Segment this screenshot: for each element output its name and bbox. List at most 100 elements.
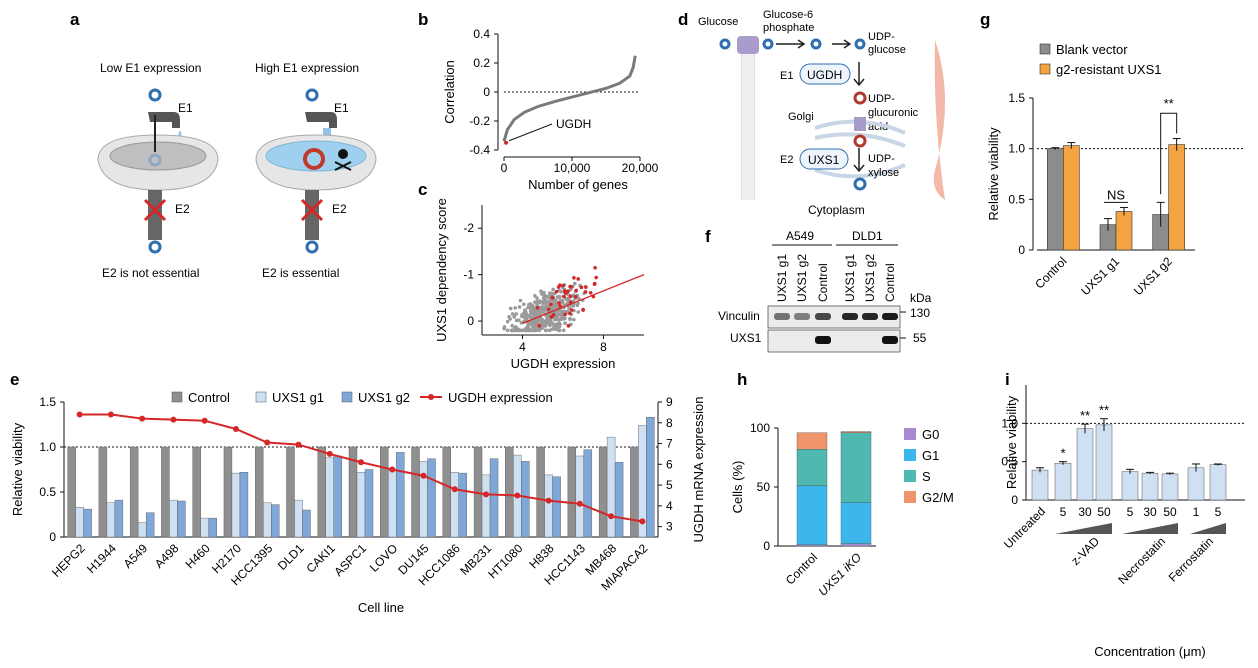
- e-bar-0: [598, 446, 608, 538]
- e-y-label-right: UGDH mRNA expression: [691, 397, 706, 543]
- c-grey-point: [545, 294, 549, 299]
- right-e1-label: E1: [334, 101, 349, 115]
- udp-glucuronic-acid-icon: [853, 91, 867, 105]
- c-grey-point: [535, 299, 540, 304]
- glucose-transporter-icon: [737, 36, 759, 54]
- udp-gluc-line2: glucuronic: [868, 107, 919, 119]
- h-y-label: Cells (%): [730, 461, 745, 514]
- c-grey-point: [572, 281, 577, 286]
- cytoplasm-label: Cytoplasm: [808, 203, 865, 217]
- g-category-label: UXS1 g2: [1131, 254, 1175, 298]
- c-grey-point: [531, 325, 535, 329]
- uxs1-mw: 55: [913, 331, 927, 345]
- c-red-point: [568, 311, 572, 316]
- panel-b-chart: -0.4 -0.2 0 0.2 0.4 0 10,000 20,000 UGDH Number o…: [442, 27, 659, 192]
- e-bar-2: [333, 455, 342, 538]
- c-grey-point: [546, 299, 550, 304]
- cell-membrane: [737, 36, 759, 200]
- arrow-icon-3: [853, 62, 865, 87]
- h-bar-segment-2: [796, 449, 828, 487]
- i-concentration-label: 50: [1097, 505, 1111, 519]
- e-ugdh-point: [639, 518, 646, 525]
- e-bar-0: [129, 446, 139, 538]
- blot-lane-label: Control: [816, 263, 830, 302]
- e-ugdh-point: [170, 416, 177, 423]
- c-grey-point: [560, 315, 564, 319]
- c-grey-point: [554, 309, 559, 314]
- c-grey-point: [553, 327, 558, 331]
- e-bar-2: [396, 452, 405, 538]
- h-legend-label: G0: [922, 427, 939, 442]
- c-grey-point: [517, 318, 521, 322]
- e-bar-2: [271, 504, 280, 538]
- e-bar-0: [411, 446, 420, 538]
- c-red-point: [576, 277, 580, 281]
- e1-label: E1: [780, 70, 793, 82]
- c-y-tick-label: -1: [463, 268, 474, 282]
- c-y-tick-label: 0: [467, 314, 474, 328]
- g-sig-label: **: [1164, 96, 1174, 111]
- g-category-label: UXS1 g1: [1078, 254, 1122, 298]
- e-y-tick-label: 1.0: [39, 440, 56, 454]
- h-bar-segment-2: [840, 432, 872, 503]
- b-y-tick-label: -0.4: [469, 143, 490, 157]
- h-legend-swatch: [904, 449, 916, 461]
- e-bar-0: [161, 446, 170, 538]
- c-grey-point: [534, 328, 539, 333]
- b-x-tick-label: 0: [501, 161, 508, 175]
- e-category-label: ASPC1: [331, 541, 369, 579]
- e-bar-1: [169, 499, 178, 538]
- e-ugdh-point: [358, 459, 364, 466]
- c-grey-point: [560, 300, 565, 305]
- vinculin-mw: 130: [910, 306, 930, 320]
- blot-lane-label: UXS1 g2: [863, 254, 877, 302]
- i-x-label: Concentration (μm): [1094, 644, 1206, 659]
- e-bar-2: [552, 476, 561, 538]
- e-ugdh-point: [76, 411, 83, 418]
- e-bar-2: [364, 469, 374, 538]
- e-bar-2: [114, 499, 124, 538]
- e-y-label: Relative viability: [10, 422, 25, 516]
- ugdh-enzyme-box: [799, 63, 851, 85]
- b-y-tick-label: -0.2: [469, 114, 490, 128]
- e-bar-2: [489, 458, 499, 538]
- c-grey-point: [551, 287, 555, 292]
- left-caption: E2 is not essential: [102, 266, 199, 280]
- c-grey-point: [539, 289, 543, 294]
- g-y-tick-label: 0: [1018, 243, 1025, 257]
- e-ugdh-point: [608, 513, 615, 520]
- c-grey-point: [535, 296, 539, 300]
- c-red-point: [573, 294, 578, 299]
- g-legend-swatch: [1039, 63, 1051, 75]
- e-bar-0: [567, 446, 577, 538]
- c-red-point: [588, 291, 593, 295]
- c-red-point: [569, 308, 574, 312]
- c-grey-point: [511, 328, 515, 333]
- udp-xylose-line1: UDP-: [868, 153, 895, 165]
- panel-label-d: d: [678, 10, 688, 29]
- h-legend-swatch: [904, 470, 916, 482]
- e-bar-1: [231, 472, 241, 538]
- b-x-label: Number of genes: [528, 177, 628, 192]
- c-grey-point: [521, 302, 526, 307]
- left-e2-label: E2: [175, 202, 190, 216]
- i-concentration-label: 5: [1127, 505, 1134, 519]
- e-ugdh-point: [326, 450, 333, 457]
- c-grey-point: [525, 324, 530, 328]
- h-legend-swatch: [904, 428, 916, 440]
- left-metabolite-icon: [148, 88, 162, 102]
- e-y-right-tick-label: 5: [666, 478, 673, 492]
- e-bar-1: [325, 457, 334, 538]
- e-y-right-tick-label: 9: [666, 395, 673, 409]
- b-y-label: Correlation: [442, 60, 457, 124]
- panel-label-e: e: [10, 370, 19, 389]
- c-red-point: [563, 312, 567, 317]
- c-grey-point: [565, 309, 570, 314]
- e-bar-2: [427, 458, 436, 538]
- c-grey-point: [513, 306, 517, 310]
- c-grey-point: [523, 317, 528, 322]
- blot-lane-label: UXS1 g1: [775, 254, 789, 302]
- c-grey-point: [572, 317, 576, 322]
- left-sink-icon: E1 E2 E2 is not essential: [97, 88, 219, 280]
- c-grey-point: [549, 318, 553, 322]
